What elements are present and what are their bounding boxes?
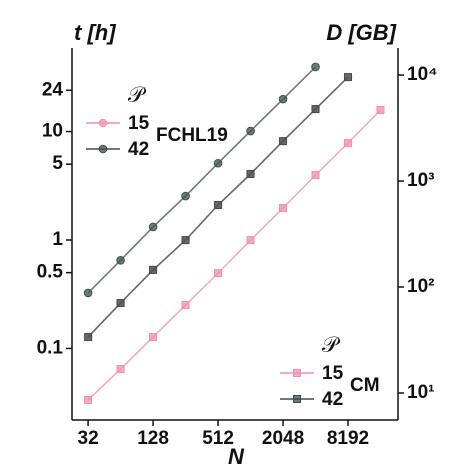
legend-entry: 42 <box>128 139 149 160</box>
x-tick-label: 2048 <box>262 428 304 449</box>
marker <box>246 170 255 179</box>
y2-tick-label: 10³ <box>407 170 434 191</box>
y-tick-label: 0.5 <box>37 262 64 283</box>
marker <box>376 105 385 114</box>
legend-label: FCHL19 <box>156 125 228 146</box>
x-axis-label: N <box>228 444 245 469</box>
legend-marker <box>293 369 301 377</box>
x-tick-label: 512 <box>202 428 234 449</box>
y2-tick-label: 10¹ <box>407 382 434 403</box>
legend-marker <box>293 395 301 403</box>
legend-marker <box>98 144 108 154</box>
marker <box>344 73 353 82</box>
y-tick-label: 1 <box>52 229 63 250</box>
marker <box>181 301 190 310</box>
legend-marker <box>98 118 108 128</box>
marker <box>83 288 93 298</box>
marker <box>311 170 320 179</box>
marker <box>84 333 93 342</box>
legend-entry: 42 <box>322 389 343 410</box>
marker <box>181 191 190 201</box>
marker <box>181 236 190 245</box>
x-tick-label: 32 <box>78 428 99 449</box>
legend-title: 𝒫 <box>322 332 341 357</box>
x-tick-label: 8192 <box>327 428 369 449</box>
marker <box>279 137 288 146</box>
marker <box>149 333 158 342</box>
y-tick-label: 24 <box>42 79 64 100</box>
y2-tick-label: 10⁴ <box>407 64 438 85</box>
marker <box>214 201 223 210</box>
marker <box>278 94 288 104</box>
marker <box>149 265 158 274</box>
marker <box>214 269 223 278</box>
marker <box>311 62 320 72</box>
marker <box>84 395 93 404</box>
x-tick-label: 128 <box>137 428 169 449</box>
marker <box>344 139 353 148</box>
marker <box>148 222 158 232</box>
y-tick-label: 0.1 <box>37 337 64 358</box>
marker <box>279 204 288 213</box>
series-line <box>87 109 382 401</box>
y2-tick-label: 10² <box>407 276 434 297</box>
marker <box>213 158 223 168</box>
legend-entry: 15 <box>128 113 150 134</box>
marker <box>246 126 255 136</box>
marker <box>116 365 125 374</box>
marker <box>246 236 255 245</box>
marker <box>311 105 320 114</box>
y-axis-label: t [h] <box>74 20 116 45</box>
marker <box>116 299 125 308</box>
y-tick-label: 5 <box>52 153 63 174</box>
legend-label: CM <box>350 375 380 396</box>
marker <box>116 255 125 265</box>
y-tick-label: 10 <box>42 121 63 142</box>
y2-axis-label: D [GB] <box>326 20 396 45</box>
legend-title: 𝒫 <box>128 82 147 107</box>
series-line <box>87 66 317 294</box>
legend-entry: 15 <box>322 363 344 384</box>
